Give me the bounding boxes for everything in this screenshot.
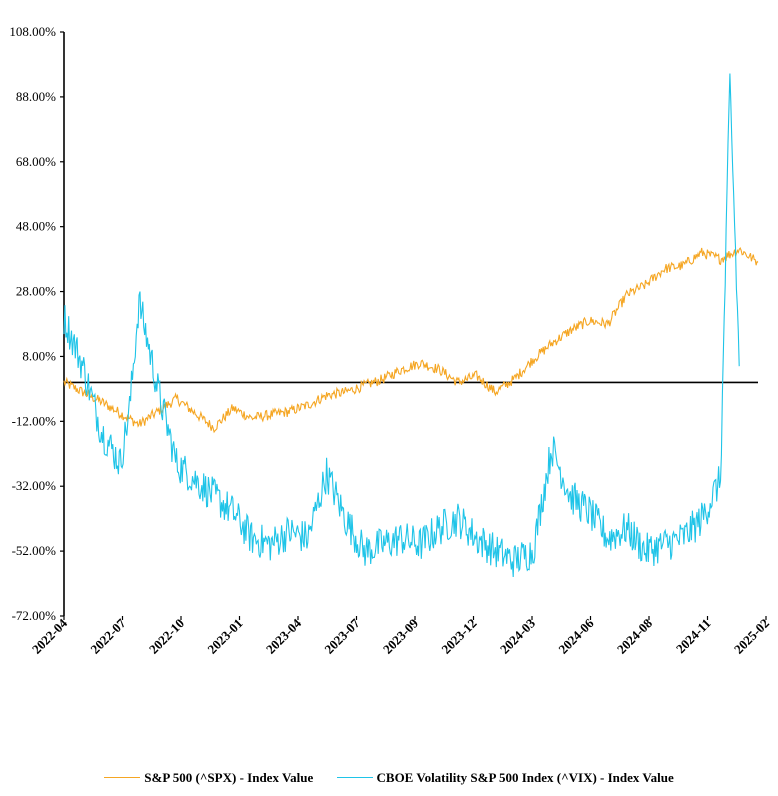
y-tick-label: -12.00% (12, 413, 57, 428)
x-tick-label: 2024-03 (497, 615, 539, 657)
y-tick-label: 68.00% (16, 154, 56, 169)
x-tick-label: 2024-06 (555, 615, 597, 657)
y-tick-label: -52.00% (12, 543, 57, 558)
y-tick-label: -72.00% (12, 608, 57, 623)
y-tick-label: 88.00% (16, 89, 56, 104)
x-tick-label: 2024-11 (673, 616, 714, 657)
y-tick-label: 108.00% (9, 24, 56, 39)
x-tick-label: 2022-10 (146, 616, 187, 657)
legend-label-vix: CBOE Volatility S&P 500 Index (^VIX) - I… (376, 769, 674, 785)
x-tick-label: 2023-07 (321, 615, 363, 657)
series-lines (63, 73, 759, 578)
legend-swatch-spx (104, 777, 141, 778)
y-tick-label: 48.00% (16, 219, 56, 234)
x-tick-label: 2024-08 (614, 615, 656, 657)
legend-label-spx: S&P 500 (^SPX) - Index Value (144, 769, 314, 785)
x-tick-label: 2022-07 (87, 615, 129, 657)
x-tick-label: 2023-04 (263, 615, 305, 657)
legend: S&P 500 (^SPX) - Index Value CBOE Volati… (0, 766, 778, 786)
y-tick-label: -32.00% (12, 478, 57, 493)
legend-item-vix: CBOE Volatility S&P 500 Index (^VIX) - I… (336, 769, 674, 786)
y-tick-label: 28.00% (16, 284, 56, 299)
y-tick-label: 8.00% (22, 348, 56, 363)
x-tick-label: 2023-09 (380, 615, 422, 657)
x-axis: 2022-04 2022-07 2022-10 2023-01 2023-04 2023-… (29, 615, 772, 657)
series-line-vix (63, 73, 740, 578)
x-tick-label: 2023-12 (438, 616, 479, 657)
legend-item-spx: S&P 500 (^SPX) - Index Value (104, 770, 313, 786)
x-tick-label: 2025-02 (731, 616, 772, 657)
legend-swatch-vix (336, 777, 373, 778)
x-tick-label: 2023-01 (204, 616, 245, 657)
y-axis: 108.00% 88.00% 68.00% 48.00% 28.00% 8.00% -12.… (9, 24, 65, 623)
series-line-spx (63, 247, 759, 434)
